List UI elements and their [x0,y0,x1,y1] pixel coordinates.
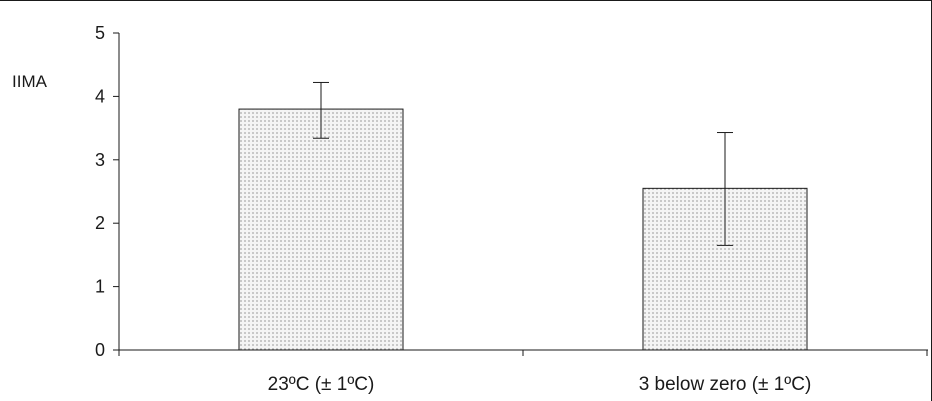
y-tick-label: 5 [95,23,105,43]
x-tick-label: 3 below zero (± 1ºC) [639,374,812,395]
y-tick-label: 2 [95,213,105,233]
y-tick-label: 4 [95,86,105,106]
y-tick-label: 3 [95,150,105,170]
x-tick-label: 23ºC (± 1ºC) [268,374,375,395]
bar [238,108,404,351]
y-tick-label: 0 [95,340,105,360]
y-axis-title: IIMA [12,72,48,91]
y-tick-label: 1 [95,277,105,297]
